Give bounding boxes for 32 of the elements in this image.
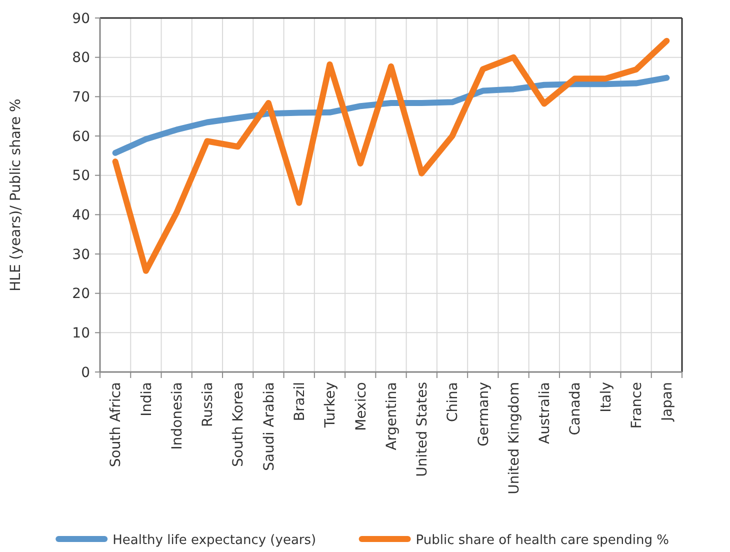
- x-tick-label: Japan: [660, 382, 676, 422]
- x-tick-label: Canada: [568, 382, 584, 436]
- x-tick-label: Mexico: [353, 382, 370, 431]
- x-tick-label: Indonesia: [169, 382, 186, 450]
- y-tick-label: 30: [72, 246, 90, 263]
- legend-label: Healthy life expectancy (years): [112, 533, 316, 548]
- x-tick-label: Turkey: [322, 382, 339, 429]
- y-tick-label: 70: [72, 90, 90, 106]
- x-tick-label: Germany: [476, 382, 492, 446]
- y-tick-label: 80: [72, 50, 90, 66]
- x-tick-label: South Africa: [108, 382, 124, 468]
- y-tick-label: 20: [72, 286, 90, 302]
- y-tick-label: 40: [72, 208, 90, 224]
- x-tick-label: Australia: [537, 382, 554, 444]
- x-tick-label: Saudi Arabia: [261, 382, 278, 471]
- y-tick-label: 0: [81, 364, 90, 381]
- x-tick-label: South Korea: [230, 382, 247, 467]
- x-tick-label: France: [628, 382, 645, 429]
- x-tick-label: United Kingdom: [506, 382, 522, 494]
- legend-label: Public share of health care spending %: [416, 533, 669, 548]
- x-tick-label: Russia: [200, 382, 216, 428]
- y-axis-title: HLE (years)/ Public share %: [8, 98, 24, 292]
- y-tick-label: 50: [72, 168, 90, 184]
- y-tick-label: 10: [72, 326, 90, 342]
- x-tick-label: United States: [414, 382, 431, 477]
- x-tick-label: Brazil: [292, 382, 308, 422]
- x-tick-label: Argentina: [384, 382, 400, 450]
- y-tick-label: 90: [72, 10, 90, 27]
- x-tick-label: India: [138, 382, 155, 416]
- y-tick-label: 60: [72, 128, 90, 145]
- x-tick-label: Italy: [598, 382, 614, 412]
- x-tick-label: China: [445, 382, 462, 422]
